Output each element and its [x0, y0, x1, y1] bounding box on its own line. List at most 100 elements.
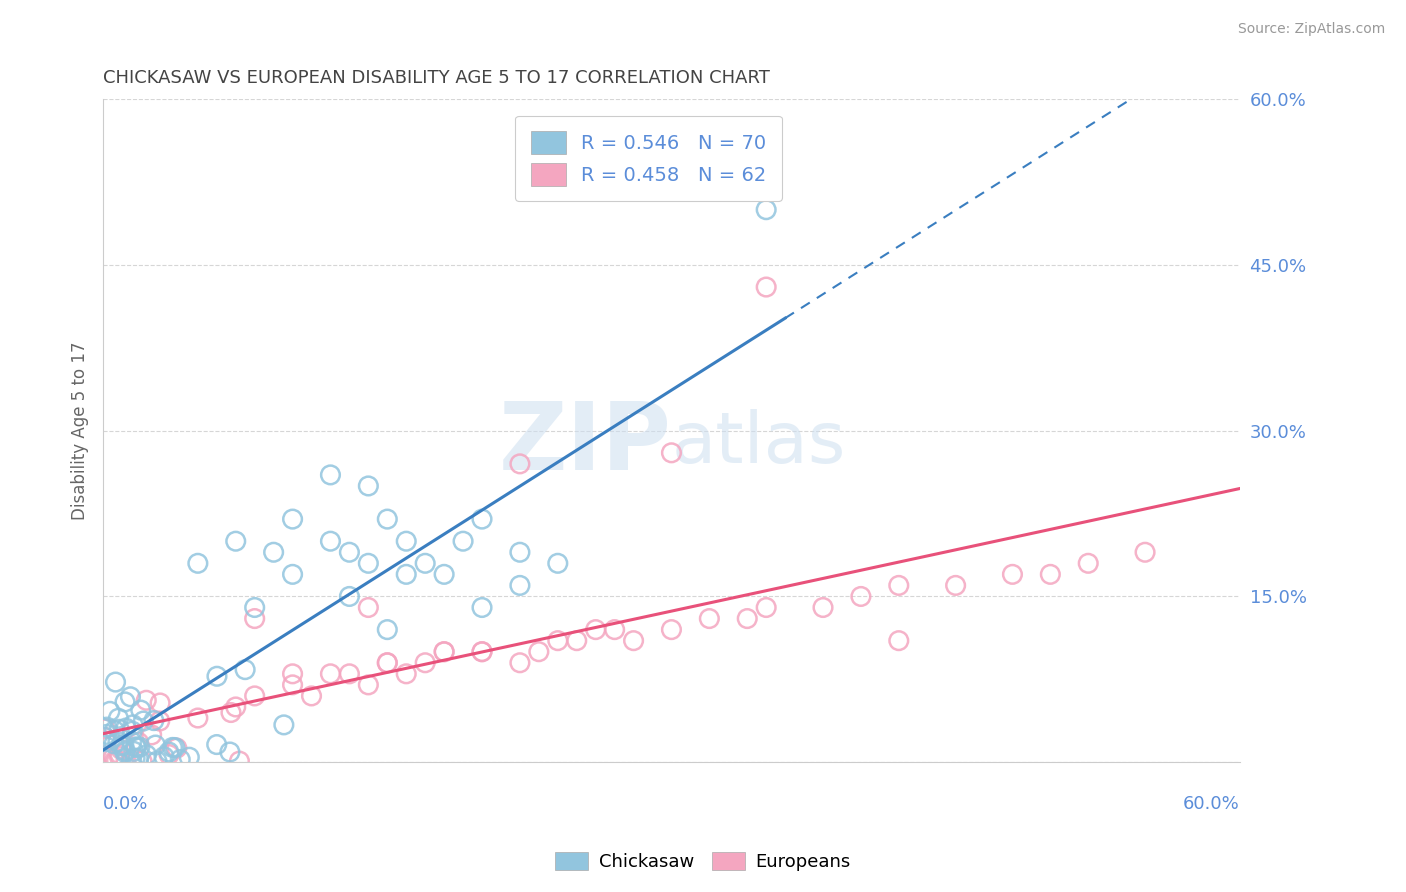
Point — [547, 557, 569, 571]
Point — [96, 720, 118, 734]
Point — [585, 623, 607, 637]
Point — [433, 645, 456, 659]
Point — [1039, 567, 1062, 582]
Point — [225, 700, 247, 714]
Point — [1001, 567, 1024, 582]
Point — [263, 545, 285, 559]
Point — [509, 545, 531, 559]
Point — [375, 656, 398, 670]
Legend: R = 0.546   N = 70, R = 0.458   N = 62: R = 0.546 N = 70, R = 0.458 N = 62 — [515, 116, 782, 202]
Point — [162, 740, 184, 755]
Point — [228, 754, 250, 768]
Point — [735, 611, 758, 625]
Text: CHICKASAW VS EUROPEAN DISABILITY AGE 5 TO 17 CORRELATION CHART: CHICKASAW VS EUROPEAN DISABILITY AGE 5 T… — [103, 69, 770, 87]
Point — [219, 745, 242, 759]
Point — [243, 689, 266, 703]
Point — [108, 723, 131, 737]
Point — [357, 557, 380, 571]
Point — [205, 669, 228, 683]
Point — [233, 663, 256, 677]
Point — [319, 666, 342, 681]
Point — [471, 512, 494, 526]
Point — [755, 280, 778, 294]
Point — [1077, 557, 1099, 571]
Point — [281, 678, 304, 692]
Point — [887, 578, 910, 592]
Point — [131, 754, 153, 768]
Point — [357, 600, 380, 615]
Point — [132, 714, 155, 728]
Point — [623, 633, 645, 648]
Point — [243, 600, 266, 615]
Point — [887, 633, 910, 648]
Point — [375, 512, 398, 526]
Point — [112, 738, 135, 752]
Legend: Chickasaw, Europeans: Chickasaw, Europeans — [548, 845, 858, 879]
Point — [157, 745, 180, 759]
Point — [699, 611, 721, 625]
Point — [96, 727, 118, 741]
Point — [149, 714, 172, 728]
Point — [125, 740, 148, 755]
Point — [509, 656, 531, 670]
Point — [375, 623, 398, 637]
Point — [110, 742, 132, 756]
Point — [114, 745, 136, 759]
Point — [755, 600, 778, 615]
Point — [319, 534, 342, 549]
Point — [187, 557, 209, 571]
Point — [122, 744, 145, 758]
Point — [121, 735, 143, 749]
Point — [301, 689, 323, 703]
Point — [243, 611, 266, 625]
Point — [281, 567, 304, 582]
Point — [945, 578, 967, 592]
Point — [103, 750, 125, 764]
Y-axis label: Disability Age 5 to 17: Disability Age 5 to 17 — [72, 342, 89, 520]
Point — [811, 600, 834, 615]
Point — [375, 656, 398, 670]
Point — [135, 747, 157, 762]
Point — [121, 724, 143, 739]
Point — [114, 743, 136, 757]
Point — [395, 534, 418, 549]
Point — [471, 645, 494, 659]
Point — [395, 666, 418, 681]
Point — [849, 590, 872, 604]
Point — [121, 754, 143, 768]
Point — [357, 479, 380, 493]
Point — [127, 751, 149, 765]
Point — [108, 747, 131, 762]
Point — [122, 718, 145, 732]
Point — [135, 693, 157, 707]
Point — [114, 695, 136, 709]
Point — [471, 600, 494, 615]
Point — [103, 737, 125, 751]
Point — [128, 735, 150, 749]
Point — [1133, 545, 1156, 559]
Point — [141, 728, 163, 742]
Point — [96, 734, 118, 748]
Point — [755, 202, 778, 217]
Point — [433, 645, 456, 659]
Point — [413, 557, 436, 571]
Point — [509, 578, 531, 592]
Point — [115, 754, 138, 768]
Point — [339, 545, 361, 559]
Point — [145, 738, 167, 752]
Text: 0.0%: 0.0% — [103, 796, 149, 814]
Point — [273, 718, 295, 732]
Point — [225, 534, 247, 549]
Point — [107, 711, 129, 725]
Point — [128, 740, 150, 755]
Point — [451, 534, 474, 549]
Point — [339, 666, 361, 681]
Point — [471, 645, 494, 659]
Text: ZIP: ZIP — [499, 398, 672, 490]
Point — [146, 754, 169, 768]
Point — [339, 590, 361, 604]
Point — [163, 740, 186, 755]
Point — [166, 741, 188, 756]
Point — [169, 753, 191, 767]
Point — [603, 623, 626, 637]
